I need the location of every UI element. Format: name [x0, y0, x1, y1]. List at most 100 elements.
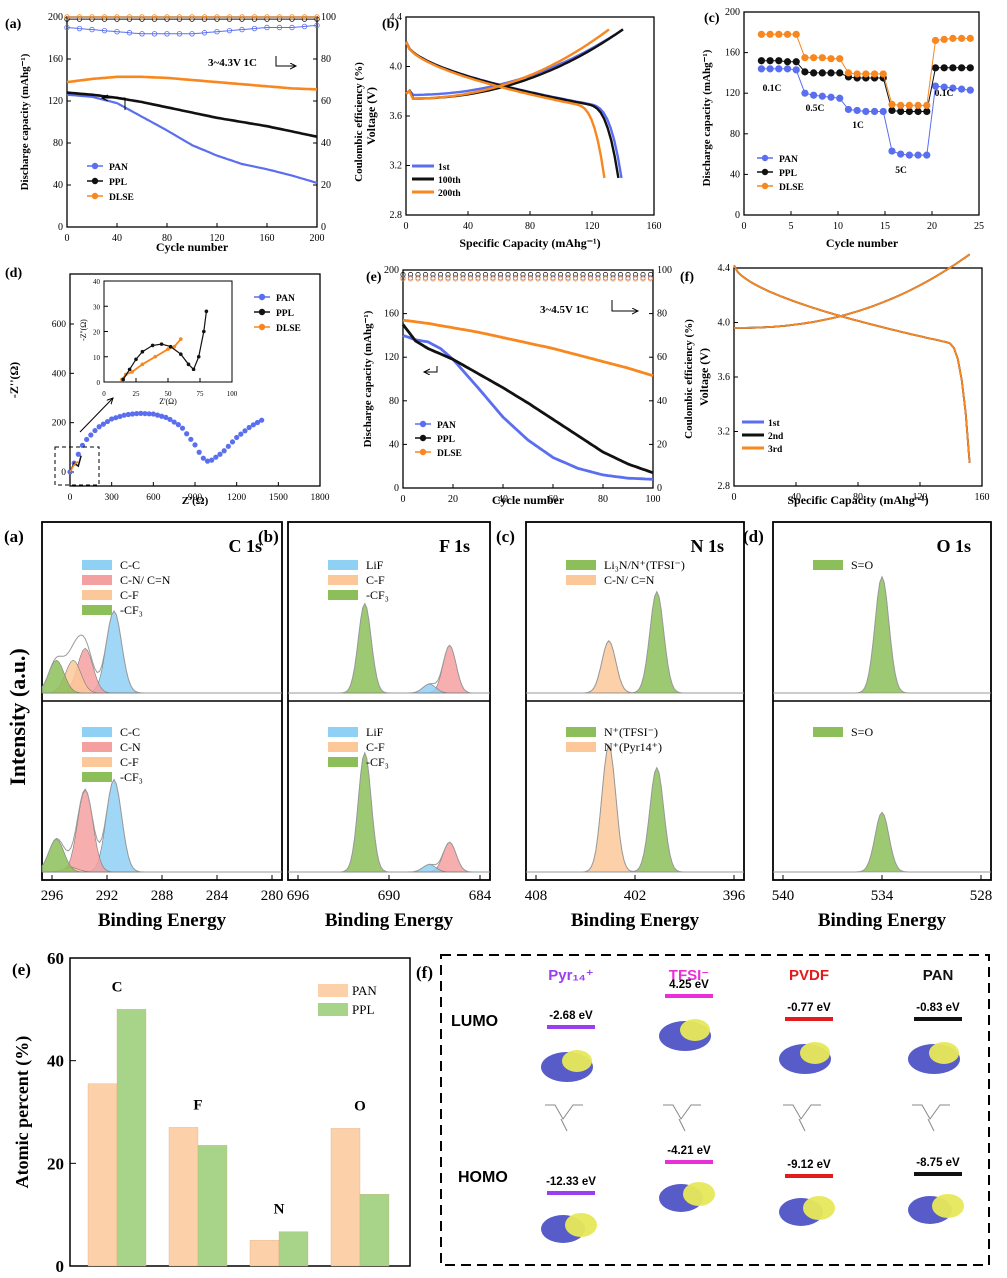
x-tick-label: 40 [463, 221, 473, 232]
x-tick-label: 160 [975, 492, 990, 503]
ce-point [535, 272, 541, 278]
ce-point [520, 272, 526, 278]
capacity-line-PAN [402, 334, 654, 481]
y-tick-label: 100 [657, 265, 672, 276]
eis-point-PAN [242, 428, 248, 434]
inset-point-DLSE [140, 362, 145, 367]
rate-point [897, 107, 905, 116]
rate-point [801, 89, 809, 97]
xps-legend-entry: LiF [366, 725, 384, 739]
panel-f-top: (f) 0 40 80 120 160 2.8 3.2 3.6 4.0 4.4 1st 2nd 3rd… [680, 253, 990, 507]
inset-point-PPL [159, 342, 164, 346]
y-tick-label: 40 [321, 138, 331, 149]
rate-point [940, 83, 948, 91]
ce-point [467, 272, 474, 278]
ce-point [617, 276, 624, 282]
eis-point-PAN [75, 451, 81, 457]
xps-legend-swatch [82, 727, 112, 737]
panel-a-top: (a) 0 40 80 120 160 2000408012016020002040608… [5, 12, 365, 254]
ce-point [264, 14, 270, 20]
rate-point [923, 151, 931, 159]
inset-point-PPL [140, 349, 145, 354]
y-tick-label: 60 [47, 949, 64, 968]
x-tick-label: 120 [913, 492, 928, 503]
mo-lumo-lobe-pos [562, 1050, 592, 1072]
xps-panel-label: (d) [743, 527, 764, 546]
xps-legend-swatch [328, 727, 358, 737]
xps-envelope [773, 811, 991, 873]
rate-point [783, 30, 792, 38]
eis-point-PAN [117, 413, 123, 420]
legend-entry: 3rd [768, 445, 783, 455]
rate-point [888, 106, 896, 115]
bar-category-label: N [274, 1202, 285, 1218]
ce-point [239, 26, 245, 33]
rate-point [836, 69, 844, 77]
rate-point [931, 82, 940, 90]
rate-point [957, 64, 966, 72]
mo-homo-energy: -4.21 eV [667, 1145, 711, 1157]
y-tick-label: 60 [657, 352, 667, 363]
legend-marker [761, 154, 769, 162]
mo-species-name: Pyr₁₄⁺ [548, 967, 593, 984]
ce-point [497, 272, 504, 278]
x-tick-label: 20 [927, 221, 937, 232]
x-tick-label: 1500 [269, 493, 288, 503]
legend-marker [258, 293, 266, 301]
inset-point-DLSE [179, 337, 183, 341]
eis-point-PAN [259, 417, 265, 423]
eis-point-PAN [188, 436, 194, 442]
ce-point [520, 276, 526, 282]
xps-ylabel: Intensity (a.u.) [5, 648, 30, 786]
ce-point [565, 272, 571, 278]
ce-point [640, 276, 646, 282]
xps-legend-swatch [328, 575, 358, 585]
x-tick-label: 402 [624, 888, 647, 904]
xps-legend-entry: C-F [366, 740, 385, 754]
eis-point-PAN [200, 455, 206, 461]
eis-point-PAN [142, 410, 148, 417]
inset-point-PPL [191, 367, 196, 372]
eis-point-PAN [121, 412, 127, 418]
ce-point [64, 24, 70, 31]
rate-point [792, 66, 800, 74]
rate-point [766, 65, 774, 73]
eis-point-PAN [234, 434, 240, 441]
ce-point [407, 276, 414, 282]
legend-entry: DLSE [109, 193, 134, 203]
y-tick-label: 160 [725, 48, 740, 59]
panel-c-ylabel: Discharge capacity (mAhg⁻¹) [701, 49, 713, 186]
x-tick-label: 296 [41, 888, 64, 904]
x-tick-label: 534 [871, 888, 894, 904]
x-tick-label: 100 [227, 390, 238, 398]
xps-legend-entry: C-N/ C=N [604, 573, 655, 587]
xps-legend-swatch [813, 560, 843, 570]
eis-point-PAN [96, 424, 102, 430]
mo-structure [545, 1104, 583, 1132]
ce-point [580, 272, 586, 278]
y-tick-label: 400 [52, 369, 67, 379]
xps-panel-label: (c) [496, 527, 515, 546]
y-tick-label: 600 [52, 320, 67, 330]
ce-point [535, 276, 541, 282]
xps-envelope [41, 778, 282, 873]
ce-point [201, 14, 208, 20]
y-tick-label: 4.4 [718, 263, 731, 274]
x-tick-label: 60 [548, 494, 558, 505]
legend-marker [419, 434, 427, 442]
mo-label: (f) [416, 963, 433, 982]
xps-panel-label: (a) [4, 527, 24, 546]
legend-entry: PAN [437, 421, 456, 431]
ce-point [251, 14, 258, 20]
rate-point [923, 107, 931, 116]
ce-point [625, 276, 631, 282]
ce-point [467, 276, 474, 282]
xps-legend-entry: -CF₃ [120, 603, 143, 617]
ce-point [437, 276, 444, 282]
inset-point-PPL [196, 354, 201, 359]
xps-legend-swatch [328, 757, 358, 767]
ce-point [595, 272, 601, 278]
